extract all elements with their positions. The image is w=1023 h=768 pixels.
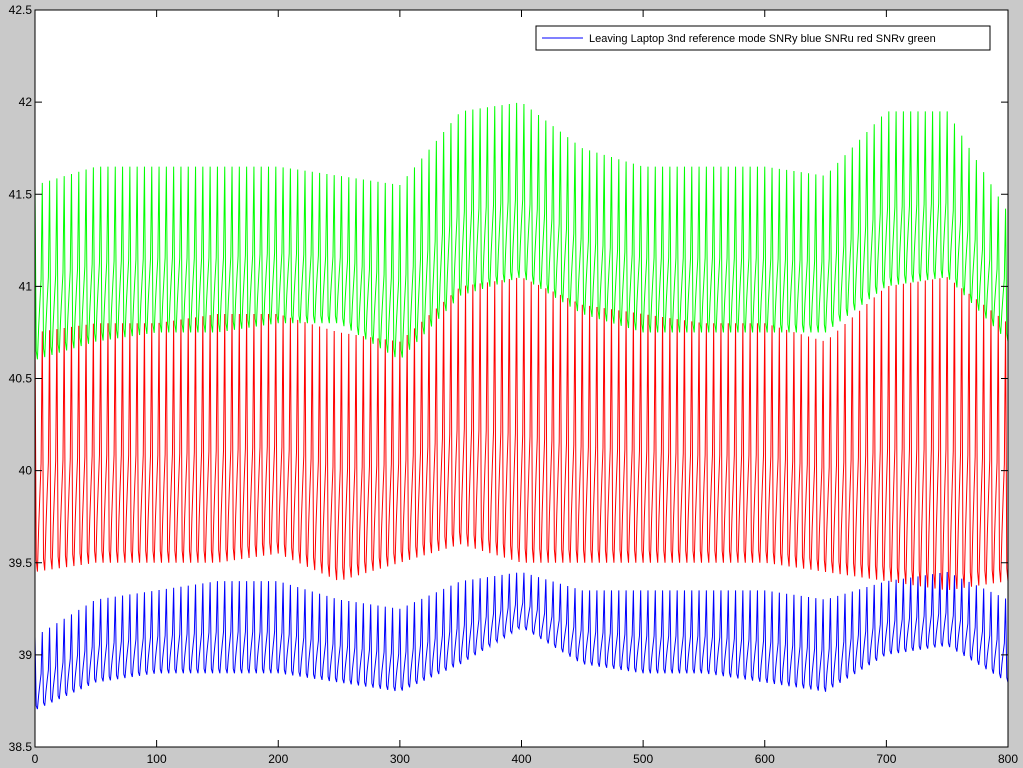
y-tick-label: 42.5 [9,3,33,17]
x-tick-label: 300 [390,752,410,766]
y-tick-label: 38.5 [9,740,33,754]
x-tick-label: 500 [633,752,653,766]
legend-box [535,25,991,51]
x-tick-label: 0 [32,752,39,766]
y-tick-label: 40.5 [9,372,33,386]
y-tick-label: 41.5 [9,187,33,201]
x-tick-label: 400 [511,752,531,766]
x-tick-label: 700 [876,752,896,766]
series-line-0 [34,277,1009,591]
y-tick-label: 40 [19,464,33,478]
series-line-1 [34,102,1009,360]
y-tick-label: 41 [19,279,33,293]
x-tick-label: 200 [268,752,288,766]
x-tick-label: 600 [755,752,775,766]
y-tick-label: 39.5 [9,556,33,570]
legend-label: Leaving Laptop 3nd reference mode SNRy b… [589,33,936,45]
y-tick-label: 39 [19,648,33,662]
series-layer [34,102,1009,710]
tick-layer: 0 100 200 300 400 500 600 700 800 38.5 39 39.5 40 40.… [9,3,1019,766]
x-tick-label: 100 [147,752,167,766]
x-tick-label: 800 [998,752,1018,766]
y-tick-label: 42 [19,95,33,109]
legend: Leaving Laptop 3nd reference mode SNRy b… [535,25,991,51]
series-line-2 [34,571,1009,710]
